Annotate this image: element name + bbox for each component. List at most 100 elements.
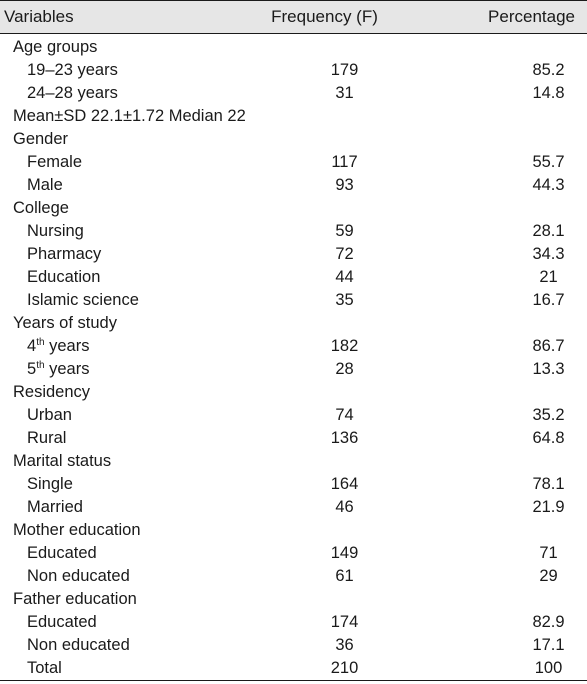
frequency-cell: 72 xyxy=(335,245,354,263)
category-row: Mother education xyxy=(0,519,587,542)
table-row: Non educated 61 29 xyxy=(0,565,587,588)
table-row: Female 117 55.7 xyxy=(0,151,587,174)
category-label: Marital status xyxy=(0,450,230,473)
label-suffix: years xyxy=(44,360,90,378)
table-row: Male 93 44.3 xyxy=(0,174,587,197)
table-row: 24–28 years 31 14.8 xyxy=(0,82,587,105)
label-text: Non educated xyxy=(27,636,130,654)
category-label: Mother education xyxy=(0,519,230,542)
label-text: Marital status xyxy=(13,452,112,470)
row-label: Pharmacy xyxy=(0,243,230,266)
percentage-cell xyxy=(405,381,587,404)
row-label: Educated xyxy=(0,542,230,565)
frequency-cell: 117 xyxy=(331,153,358,171)
header-row: Variables Frequency (F) Percentage xyxy=(0,0,587,34)
percentage-cell: 21 xyxy=(539,268,558,286)
row-label: 5th years xyxy=(0,358,230,381)
category-row: College xyxy=(0,197,587,220)
percentage-cell xyxy=(405,128,587,151)
percentage-cell: 85.2 xyxy=(532,61,565,79)
table-row: 4th years 182 86.7 xyxy=(0,335,587,358)
label-text: Educated xyxy=(27,544,97,562)
category-row: Gender xyxy=(0,128,587,151)
percentage-cell: 82.9 xyxy=(532,613,565,631)
frequency-cell: 93 xyxy=(335,176,354,194)
label-text: Education xyxy=(27,268,101,286)
frequency-cell xyxy=(230,105,405,128)
frequency-cell: 179 xyxy=(330,61,359,79)
table-row: Educated 149 71 xyxy=(0,542,587,565)
label-text: Pharmacy xyxy=(27,245,102,263)
row-label: Male xyxy=(0,174,230,197)
category-label: Mean±SD 22.1±1.72 Median 22 xyxy=(0,105,246,128)
frequency-cell: 210 xyxy=(230,657,405,681)
row-label: Single xyxy=(0,473,230,496)
header-variables: Variables xyxy=(0,0,230,34)
table-row: 5th years 28 13.3 xyxy=(0,358,587,381)
table-row: Total 210 100 xyxy=(0,657,587,681)
percentage-cell: 55.7 xyxy=(532,153,565,171)
percentage-cell: 28.1 xyxy=(532,222,565,240)
category-label: Father education xyxy=(0,588,230,611)
row-label: Educated xyxy=(0,611,230,634)
table-row: Married 46 21.9 xyxy=(0,496,587,519)
frequency-cell xyxy=(230,128,405,151)
frequency-cell: 164 xyxy=(330,475,359,493)
table-row: Nursing 59 28.1 xyxy=(0,220,587,243)
label-text: Mean±SD 22.1±1.72 Median 22 xyxy=(13,107,246,125)
frequency-cell: 61 xyxy=(335,567,354,585)
percentage-cell: 100 xyxy=(405,657,587,681)
percentage-cell xyxy=(405,588,587,611)
label-text: College xyxy=(13,199,69,217)
category-row: Marital status xyxy=(0,450,587,473)
table-header: Variables Frequency (F) Percentage xyxy=(0,0,587,34)
percentage-cell xyxy=(405,197,587,220)
frequency-cell: 28 xyxy=(335,360,354,378)
percentage-cell: 44.3 xyxy=(532,176,565,194)
category-label: Residency xyxy=(0,381,230,404)
frequency-cell: 74 xyxy=(335,406,354,424)
percentage-cell: 35.2 xyxy=(532,406,565,424)
row-label: Married xyxy=(0,496,230,519)
label-text: 24–28 years xyxy=(27,84,118,102)
frequency-cell xyxy=(230,197,405,220)
frequency-cell xyxy=(230,519,405,542)
category-label: Years of study xyxy=(0,312,230,335)
label-text: Non educated xyxy=(27,567,130,585)
frequency-cell: 149 xyxy=(330,544,359,562)
row-label: Total xyxy=(0,657,230,681)
percentage-cell: 29 xyxy=(539,567,558,585)
label-text: Islamic science xyxy=(27,291,139,309)
category-label: Age groups xyxy=(0,34,230,60)
label-text: Residency xyxy=(13,383,91,401)
ordinal-superscript: th xyxy=(36,337,45,348)
category-row: Years of study xyxy=(0,312,587,335)
frequency-cell xyxy=(230,450,405,473)
label-text: Gender xyxy=(13,130,69,148)
category-label: Gender xyxy=(0,128,230,151)
percentage-cell xyxy=(405,312,587,335)
frequency-cell xyxy=(230,34,405,60)
table-row: Non educated 36 17.1 xyxy=(0,634,587,657)
percentage-cell: 16.7 xyxy=(532,291,565,309)
frequency-cell: 36 xyxy=(335,636,354,654)
table-row: Educated 174 82.9 xyxy=(0,611,587,634)
row-label: Nursing xyxy=(0,220,230,243)
frequency-cell xyxy=(230,381,405,404)
frequency-cell: 174 xyxy=(330,613,359,631)
row-label: 19–23 years xyxy=(0,59,230,82)
label-text: Single xyxy=(27,475,73,493)
header-frequency: Frequency (F) xyxy=(230,0,405,34)
category-row: Father education xyxy=(0,588,587,611)
table-row: 19–23 years 179 85.2 xyxy=(0,59,587,82)
row-label: Rural xyxy=(0,427,230,450)
category-row: Age groups xyxy=(0,34,587,60)
percentage-cell: 34.3 xyxy=(532,245,565,263)
category-row: Mean±SD 22.1±1.72 Median 22 xyxy=(0,105,587,128)
percentage-cell: 71 xyxy=(539,544,558,562)
frequency-cell: 46 xyxy=(335,498,354,516)
label-suffix: years xyxy=(44,337,90,355)
category-label: College xyxy=(0,197,230,220)
row-label: Female xyxy=(0,151,230,174)
